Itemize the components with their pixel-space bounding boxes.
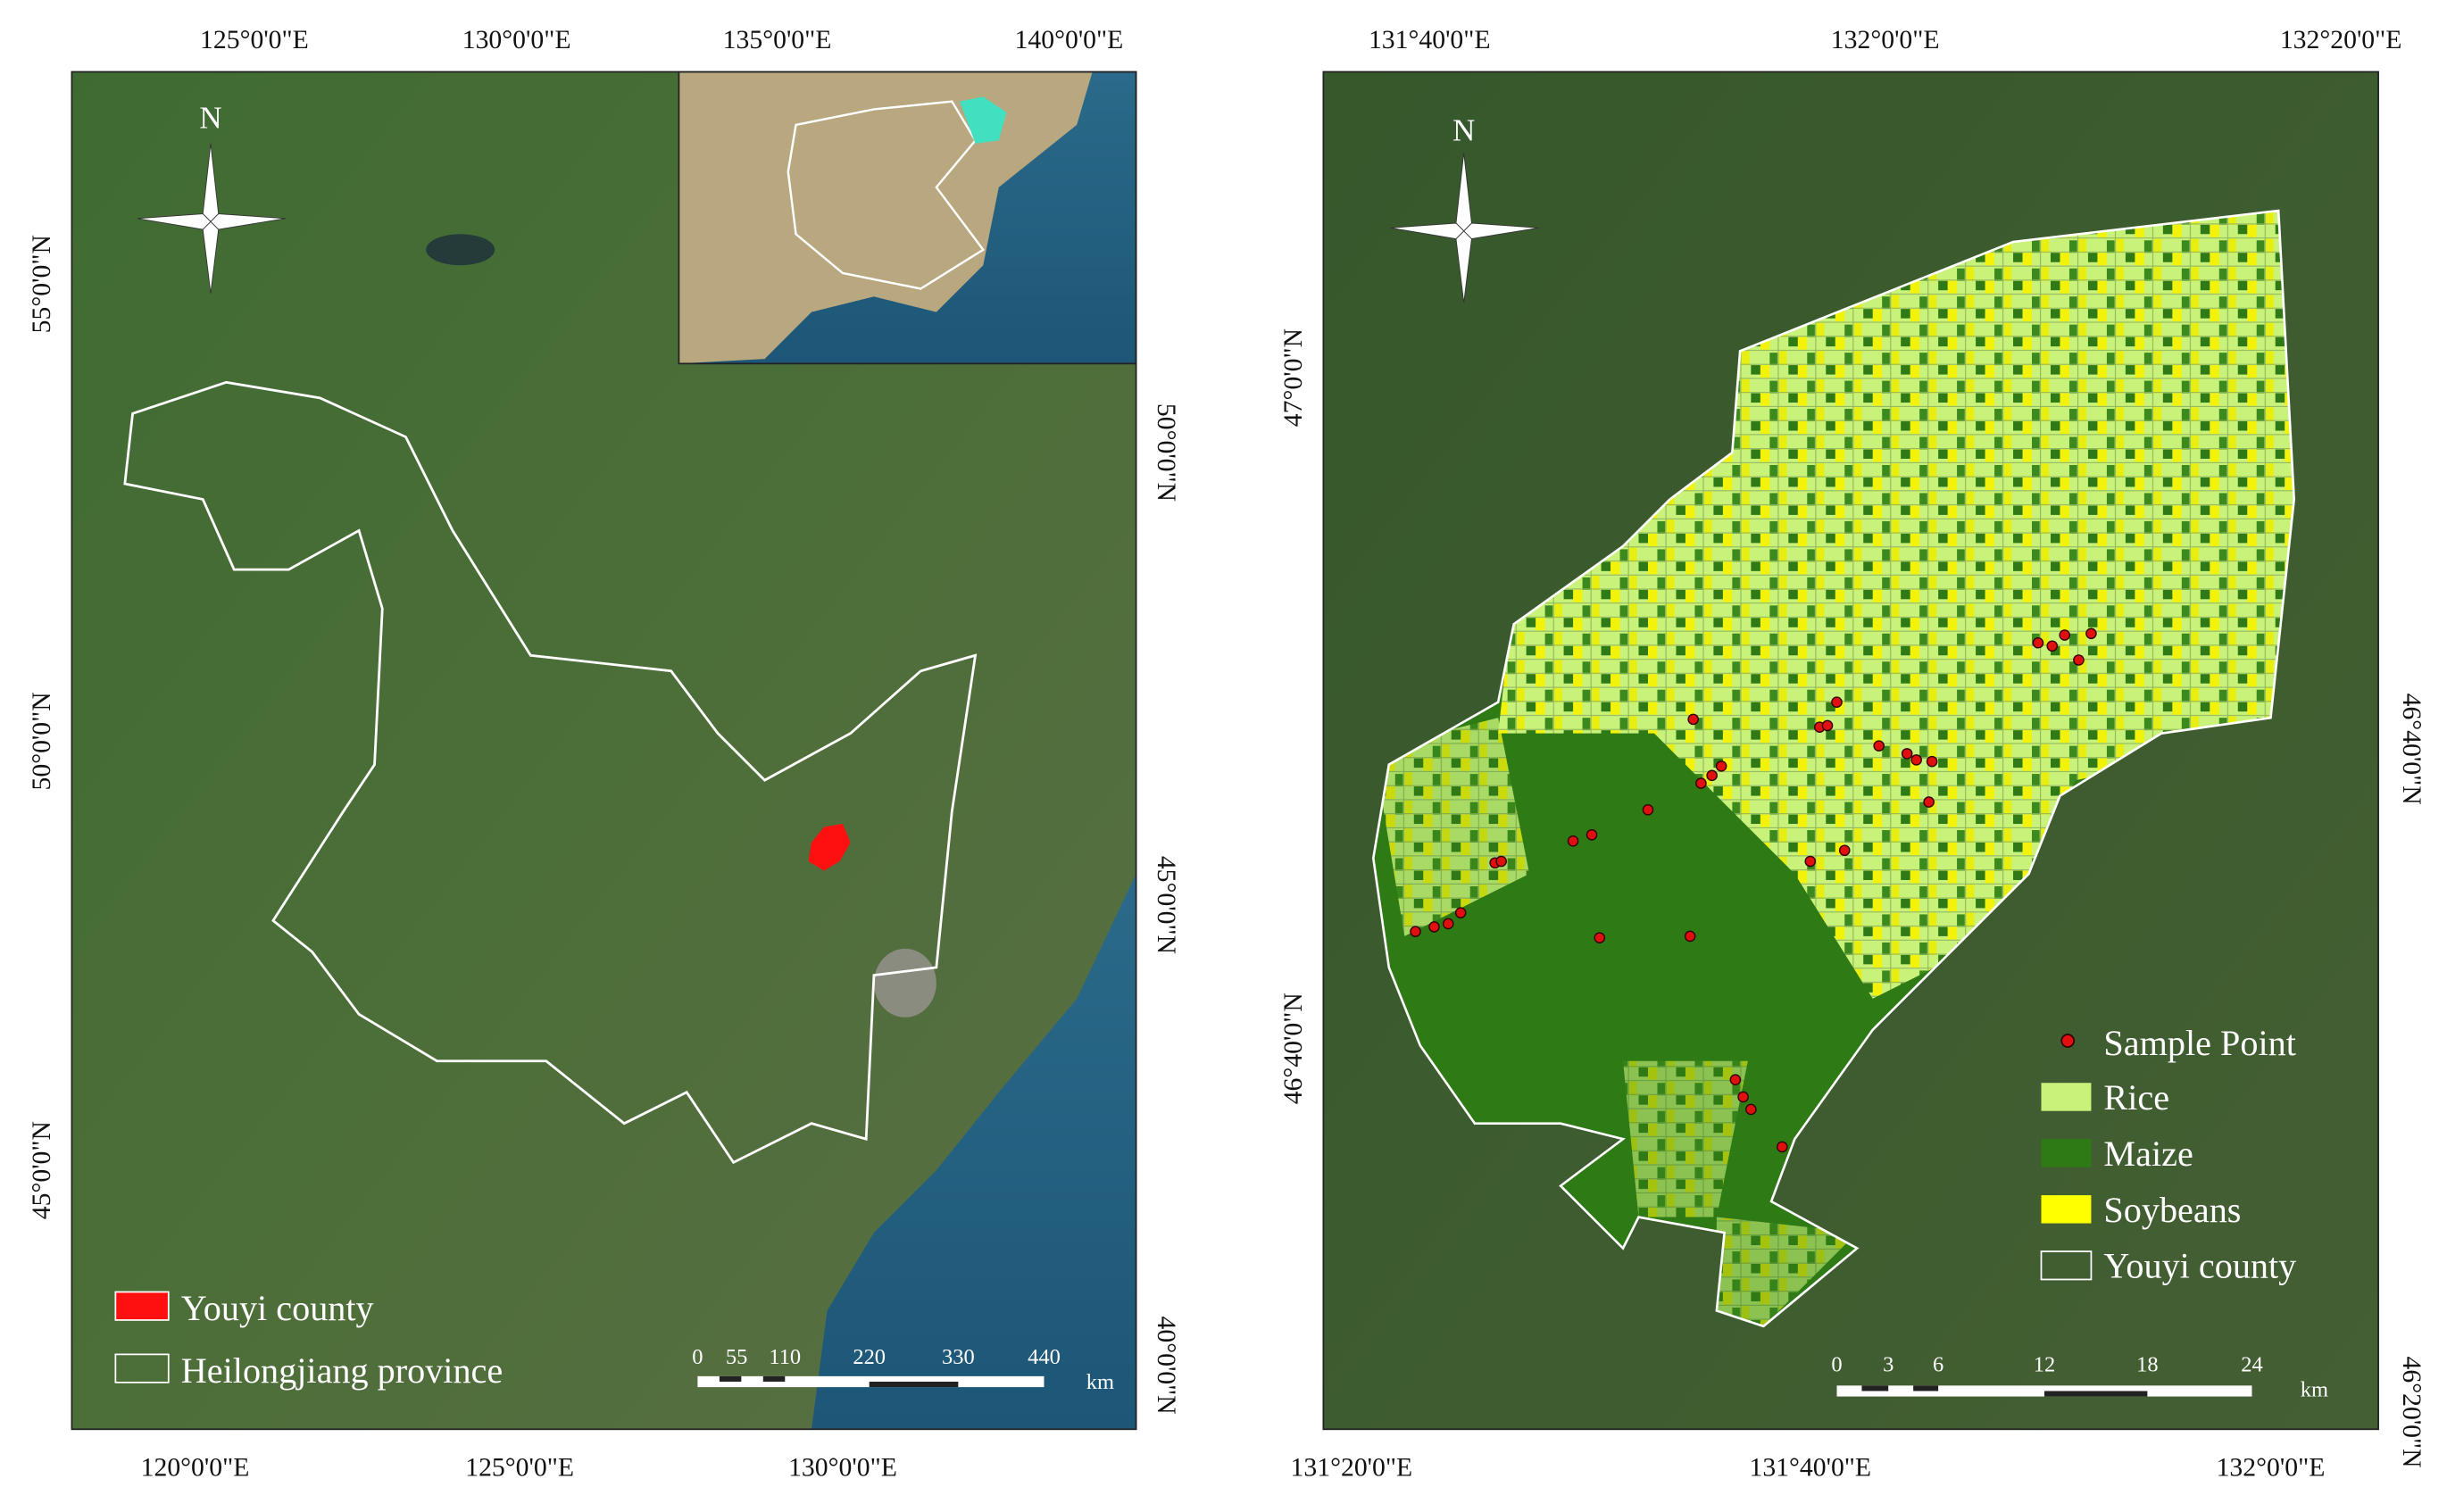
rice-soybean-area xyxy=(1623,1060,1748,1217)
legend-swatch xyxy=(2041,1083,2092,1111)
scale-unit: km xyxy=(1086,1370,1114,1394)
right-axis-label: 46°20'0"N xyxy=(2397,1357,2426,1468)
scale-label: 0 xyxy=(1831,1353,1842,1377)
legend-label: Sample Point xyxy=(2103,1023,2295,1063)
scale-bar: 0 55 110 220 330 440 km xyxy=(692,1345,1114,1394)
rice-soybean-area xyxy=(1716,1217,1858,1326)
right-axis-label: 50°0'0"N xyxy=(1152,403,1180,502)
north-arrow: N xyxy=(1390,112,1539,303)
legend-swatch xyxy=(2041,1195,2092,1224)
province-outline xyxy=(123,380,978,1165)
inset-land xyxy=(678,71,1093,364)
left-axis-label: 47°0'0"N xyxy=(1279,328,1308,427)
left-axis-label: 55°0'0"N xyxy=(28,235,56,333)
top-axis-label: 130°0'0"E xyxy=(462,26,571,54)
north-label: N xyxy=(199,100,221,135)
sample-points xyxy=(1410,627,2097,1153)
legend-swatch xyxy=(2041,1139,2092,1167)
scale-unit: km xyxy=(2301,1378,2328,1402)
top-axis-label: 135°0'0"E xyxy=(723,26,832,54)
bottom-axis-label: 120°0'0"E xyxy=(141,1454,250,1483)
inset-map xyxy=(678,71,1136,365)
legend-label: Soybeans xyxy=(2103,1190,2241,1230)
scale-bar: 0 3 6 12 18 24 km xyxy=(1831,1353,2328,1402)
scale-label: 110 xyxy=(769,1345,801,1369)
scale-label: 330 xyxy=(942,1345,975,1369)
bottom-axis-label: 131°20'0"E xyxy=(1291,1454,1413,1483)
bottom-axis-label: 130°0'0"E xyxy=(788,1454,897,1483)
youyi-county xyxy=(808,824,851,871)
legend-label: Youyi county xyxy=(2103,1246,2296,1286)
legend-label: Heilongjiang province xyxy=(181,1350,503,1391)
legend-swatch xyxy=(114,1353,170,1383)
top-axis-label: 125°0'0"E xyxy=(200,26,309,54)
reservoir xyxy=(426,234,495,266)
legend-label: Maize xyxy=(2103,1134,2193,1174)
sea xyxy=(812,873,1136,1430)
legend-swatch xyxy=(114,1291,170,1321)
right-map: N Sample Point Rice Maize Soybeans Youyi… xyxy=(1323,71,2379,1430)
legend-label: Rice xyxy=(2103,1077,2169,1117)
bottom-axis-label: 131°40'0"E xyxy=(1749,1454,1871,1483)
left-axis-label: 46°40'0"N xyxy=(1279,993,1308,1104)
inset-frame xyxy=(678,71,1136,365)
scale-label: 3 xyxy=(1883,1353,1894,1377)
left-axis-label: 45°0'0"N xyxy=(28,1121,56,1219)
county-outline xyxy=(1371,209,2296,1328)
north-label: N xyxy=(1452,112,1475,147)
lake xyxy=(873,948,936,1018)
inset-heilongjiang xyxy=(960,96,1007,144)
scale-label: 6 xyxy=(1933,1353,1943,1377)
legend-swatch xyxy=(2060,1034,2076,1048)
legend-swatch xyxy=(2040,1250,2093,1281)
inset-china xyxy=(787,100,986,290)
rice-soybean-area xyxy=(1373,718,1530,936)
scale-label: 440 xyxy=(1028,1345,1061,1369)
left-axis-label: 50°0'0"N xyxy=(28,692,56,790)
map-frame xyxy=(1322,71,2379,1431)
scale-label: 0 xyxy=(692,1345,703,1369)
top-axis-label: 140°0'0"E xyxy=(1015,26,1124,54)
scale-label: 18 xyxy=(2136,1353,2158,1377)
right-axis-label: 40°0'0"N xyxy=(1152,1317,1180,1415)
left-map: N Youyi county Heilongjiang province 0 5… xyxy=(71,71,1136,1430)
bottom-axis-label: 132°0'0"E xyxy=(2217,1454,2326,1483)
right-axis-label: 45°0'0"N xyxy=(1152,856,1180,954)
bottom-axis-label: 125°0'0"E xyxy=(465,1454,574,1483)
scale-label: 12 xyxy=(2034,1353,2055,1377)
north-arrow: N xyxy=(137,100,286,294)
right-axis-label: 46°40'0"N xyxy=(2397,694,2426,805)
scale-label: 220 xyxy=(853,1345,886,1369)
top-axis-label: 131°40'0"E xyxy=(1369,26,1491,54)
top-axis-label: 132°0'0"E xyxy=(1831,26,1940,54)
top-axis-label: 132°20'0"E xyxy=(2280,26,2402,54)
map-frame xyxy=(71,71,1137,1431)
scale-label: 55 xyxy=(726,1345,747,1369)
legend-label: Youyi county xyxy=(181,1288,374,1328)
scale-label: 24 xyxy=(2241,1353,2262,1377)
